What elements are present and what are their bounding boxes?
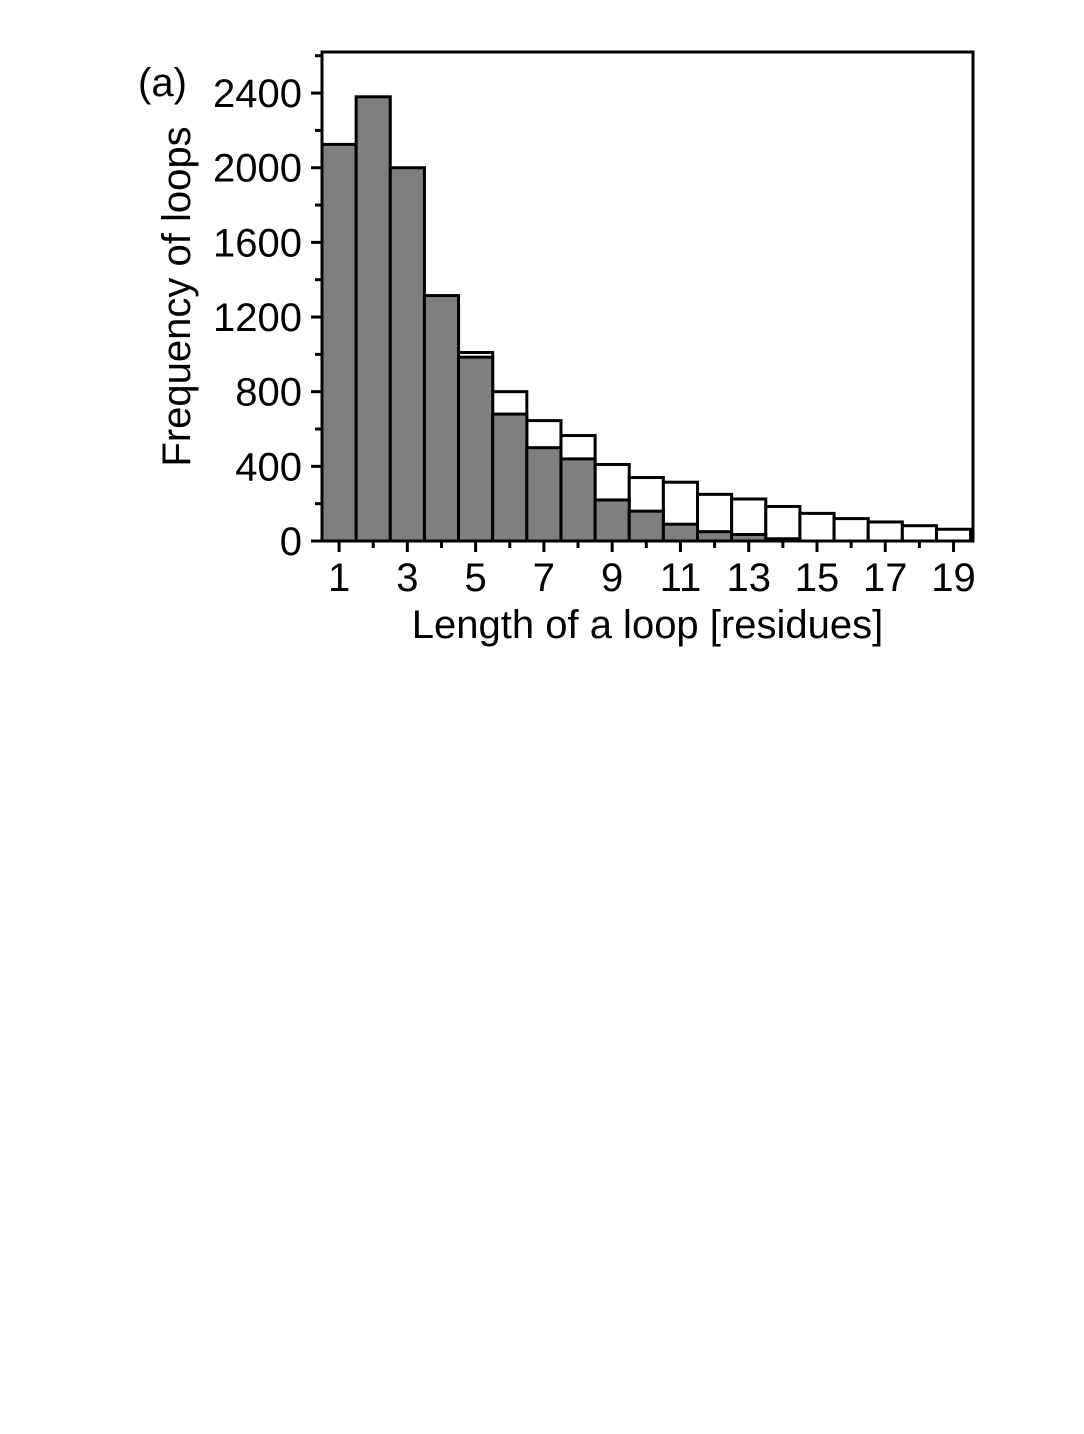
y-axis-title: Frequency of loops xyxy=(155,126,199,466)
y-tick-label-800: 800 xyxy=(235,371,302,415)
bar-filled-gray-bars-x5 xyxy=(457,355,495,543)
x-tick-label-17: 17 xyxy=(863,556,908,600)
bar-filled-gray-bars-x2 xyxy=(354,95,392,543)
x-tick-label-19: 19 xyxy=(931,556,976,600)
x-tick-label-3: 3 xyxy=(396,556,418,600)
y-tick-label-0: 0 xyxy=(280,520,302,564)
bar-filled-gray-bars-x8 xyxy=(559,457,597,543)
bar-filled-gray-bars-x7 xyxy=(525,446,563,543)
bar-open-white-bars-x17 xyxy=(866,520,904,543)
bar-filled-gray-bars-x10 xyxy=(627,509,665,543)
bar-filled-gray-bars-x9 xyxy=(593,498,631,543)
bar-filled-gray-bars-x1 xyxy=(320,142,358,543)
bar-filled-gray-bars-x4 xyxy=(422,294,461,543)
bar-open-white-bars-x19 xyxy=(934,527,973,543)
bars-layer xyxy=(320,95,973,543)
x-tick-label-13: 13 xyxy=(726,556,771,600)
x-axis-title: Length of a loop [residues] xyxy=(412,603,883,647)
panel-label: (a) xyxy=(138,61,187,105)
y-tick-label-2400: 2400 xyxy=(213,72,302,116)
x-tick-label-7: 7 xyxy=(533,556,555,600)
y-tick-label-1200: 1200 xyxy=(213,296,302,340)
x-tick-label-15: 15 xyxy=(795,556,840,600)
bar-open-white-bars-x15 xyxy=(798,511,836,543)
y-tick-label-2000: 2000 xyxy=(213,147,302,191)
y-tick-label-400: 400 xyxy=(235,445,302,489)
bar-filled-gray-bars-x6 xyxy=(491,412,529,543)
bar-open-white-bars-x14 xyxy=(764,504,802,543)
bar-filled-gray-bars-x3 xyxy=(388,166,426,543)
x-tick-label-9: 9 xyxy=(601,556,623,600)
bar-filled-gray-bars-x11 xyxy=(661,522,700,543)
bar-open-white-bars-x18 xyxy=(900,524,938,543)
x-tick-label-11: 11 xyxy=(660,556,702,600)
bar-open-white-bars-x16 xyxy=(832,517,870,543)
x-tick-label-5: 5 xyxy=(464,556,486,600)
y-tick-label-1600: 1600 xyxy=(213,221,302,265)
x-tick-label-1: 1 xyxy=(328,556,350,600)
